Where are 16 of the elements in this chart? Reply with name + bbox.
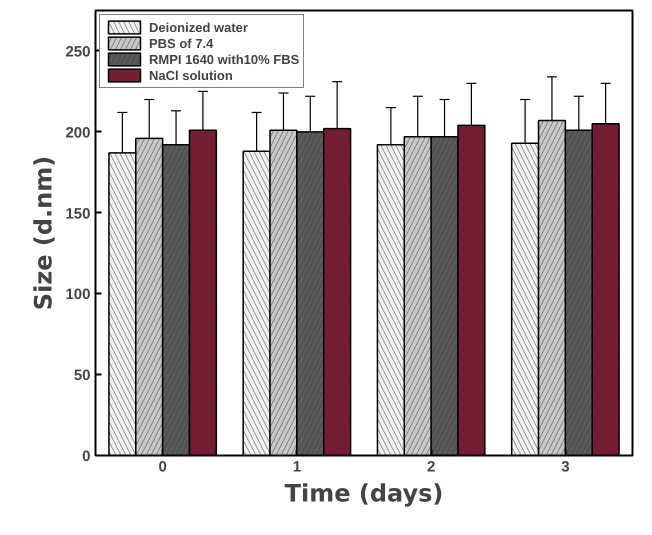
legend-label: RMPI 1640 with10% FBS [149,51,300,67]
y-tick-label: 250 [65,43,91,60]
y-tick-label: 150 [65,205,91,222]
y-tick-label: 50 [74,367,91,384]
x-tick-label: 2 [426,458,436,476]
y-tick-label: 200 [65,124,91,142]
legend-label: NaCl solution [149,67,233,83]
y-axis-title: Size (d.nm) [29,156,58,310]
y-tick-label: 0 [82,448,90,465]
y-tick-label: 100 [65,286,91,304]
x-axis-title: Time (days) [284,480,444,508]
legend-label: Deionized water [149,19,248,35]
x-tick-label: 0 [158,458,167,476]
x-tick-label: 3 [561,458,570,476]
legend-label: PBS of 7.4 [149,35,214,51]
x-tick-label: 1 [292,458,302,476]
